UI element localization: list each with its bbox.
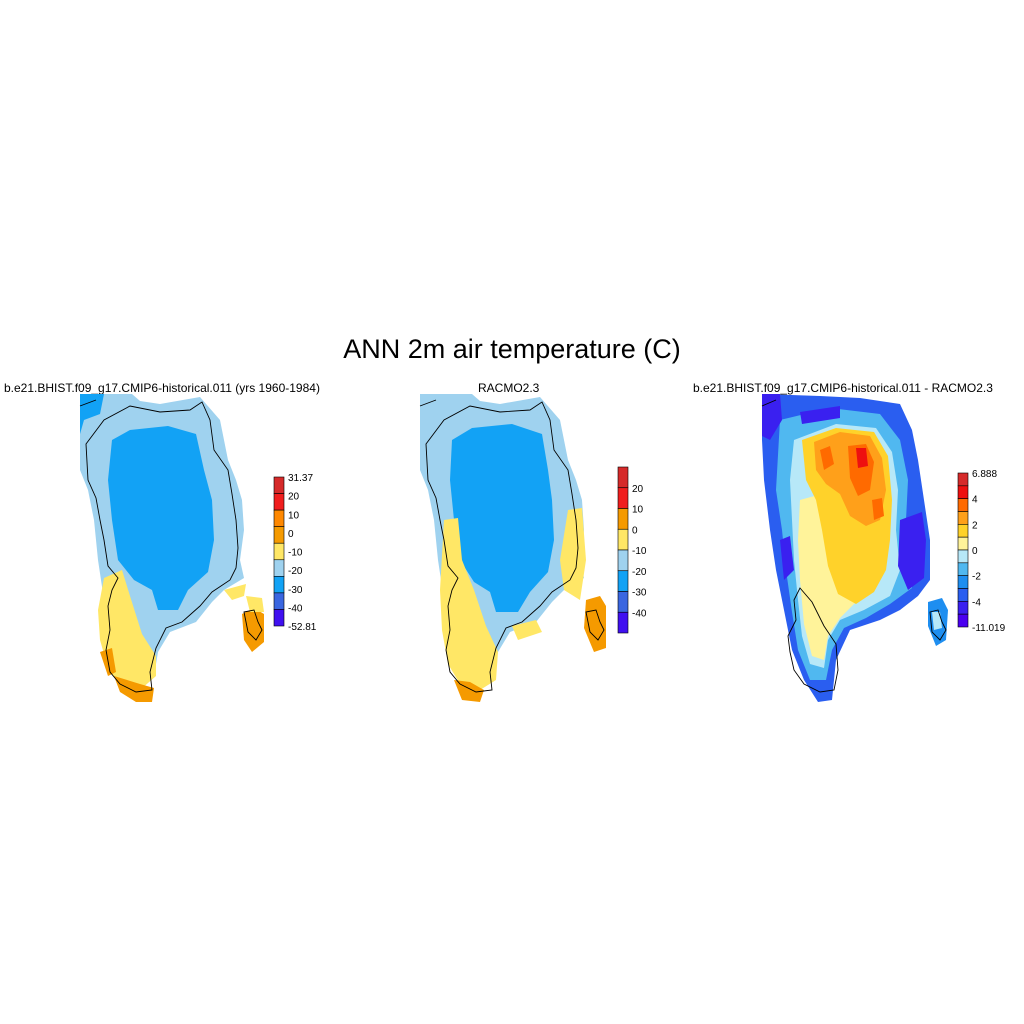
colorbar-label: -30 xyxy=(632,588,647,599)
colorbar-swatch xyxy=(617,611,629,634)
panel-2-field xyxy=(420,394,606,702)
colorbar-label: -20 xyxy=(632,567,647,578)
colorbar-label: -40 xyxy=(288,603,303,614)
panel-3-field xyxy=(762,394,948,702)
colorbar-label: -4 xyxy=(972,597,981,608)
colorbar-label: 31.37 xyxy=(288,473,313,484)
colorbar-swatch xyxy=(957,601,969,615)
panel-3-coastline xyxy=(761,399,947,693)
panel-1-title: b.e21.BHIST.f09_g17.CMIP6-historical.011… xyxy=(4,381,320,395)
colorbar-label: -52.81 xyxy=(288,622,317,633)
colorbar-swatch xyxy=(957,549,969,564)
colorbar-label: 6.888 xyxy=(972,469,997,480)
colorbar-label: 20 xyxy=(288,492,300,503)
panel-1-colorbar: 31.37 20 10 0 -10 -20 -30 -40 -52.81 xyxy=(273,473,317,633)
colorbar-swatch xyxy=(617,591,629,613)
colorbar-swatch xyxy=(273,542,285,561)
colorbar-swatch xyxy=(957,485,969,499)
panel-1-field xyxy=(80,394,264,702)
colorbar-label: 2 xyxy=(972,520,978,531)
colorbar-label: -20 xyxy=(288,566,303,577)
colorbar-swatch xyxy=(957,498,969,512)
colorbar-swatch xyxy=(957,472,969,487)
colorbar-swatch xyxy=(957,536,969,551)
colorbar-swatch xyxy=(957,511,969,525)
colorbar-swatch xyxy=(617,487,629,509)
colorbar-label: 10 xyxy=(632,505,644,516)
colorbar-swatch xyxy=(273,559,285,577)
colorbar-swatch xyxy=(273,509,285,527)
colorbar-swatch xyxy=(273,526,285,544)
figure-title: ANN 2m air temperature (C) xyxy=(343,334,681,364)
colorbar-swatch xyxy=(617,508,629,530)
colorbar-label: 0 xyxy=(288,529,294,540)
colorbar-label: -11.019 xyxy=(972,623,1006,634)
colorbar-swatch xyxy=(957,613,969,628)
colorbar-swatch xyxy=(617,466,629,489)
panel-2-colorbar: 20 10 0 -10 -20 -30 -40 xyxy=(617,466,647,634)
colorbar-label: -10 xyxy=(632,546,647,557)
colorbar-swatch xyxy=(957,575,969,589)
panel-2-coastline xyxy=(419,399,605,693)
colorbar-swatch xyxy=(957,524,969,538)
colorbar-swatch xyxy=(617,549,629,572)
colorbar-swatch xyxy=(957,588,969,602)
panel-3-map: 6.888 4 2 0 -2 -4 -11.019 xyxy=(761,394,1006,702)
colorbar-swatch xyxy=(273,493,285,511)
colorbar-swatch xyxy=(273,476,285,494)
colorbar-swatch xyxy=(617,528,629,551)
colorbar-label: 4 xyxy=(972,495,978,506)
colorbar-swatch xyxy=(617,570,629,592)
panel-1-map: 31.37 20 10 0 -10 -20 -30 -40 -52.81 xyxy=(79,394,317,702)
colorbar-label: 0 xyxy=(972,546,978,557)
panel-2-map: 20 10 0 -10 -20 -30 -40 xyxy=(419,394,647,702)
colorbar-label: 0 xyxy=(632,525,638,536)
colorbar-swatch xyxy=(957,562,969,576)
panel-1-coastline xyxy=(79,399,263,693)
colorbar-label: -10 xyxy=(288,548,303,559)
panel-3-colorbar: 6.888 4 2 0 -2 -4 -11.019 xyxy=(957,469,1006,634)
colorbar-label: -40 xyxy=(632,608,647,619)
panel-3-title: b.e21.BHIST.f09_g17.CMIP6-historical.011… xyxy=(693,381,993,395)
colorbar-label: -2 xyxy=(972,572,981,583)
colorbar-label: 20 xyxy=(632,484,644,495)
colorbar-swatch xyxy=(273,592,285,610)
colorbar-swatch xyxy=(273,576,285,594)
colorbar-label: 10 xyxy=(288,510,300,521)
panel-2-title: RACMO2.3 xyxy=(478,381,540,395)
colorbar-swatch xyxy=(273,609,285,627)
colorbar-label: -30 xyxy=(288,585,303,596)
